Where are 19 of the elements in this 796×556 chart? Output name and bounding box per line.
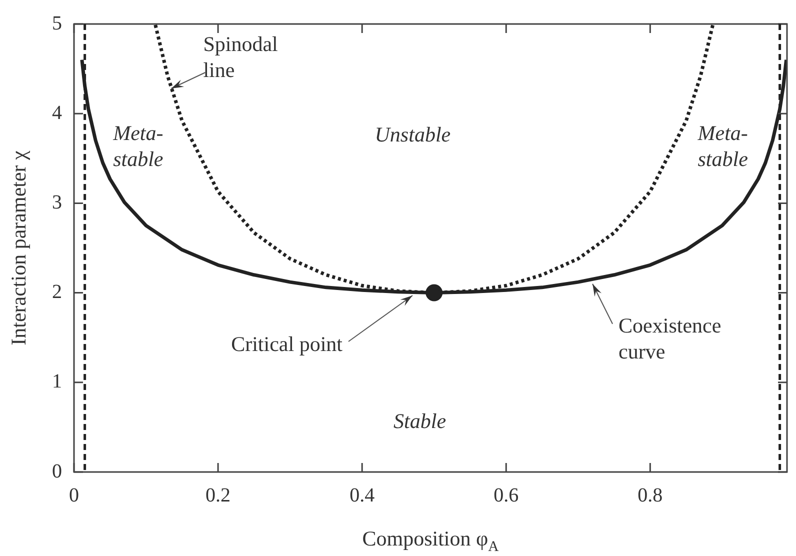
annotation: Critical point <box>231 332 343 356</box>
y-axis-title: Interaction parameter χ <box>6 150 31 346</box>
annotation: Coexistence curve <box>618 313 722 364</box>
annotation: Meta-stable <box>696 121 748 172</box>
x-tick-label: 0.6 <box>494 484 519 506</box>
y-tick-label: 2 <box>52 281 62 304</box>
annotation: Unstable <box>374 122 451 147</box>
y-tick-label: 4 <box>52 102 62 124</box>
x-tick-label: 0 <box>69 484 79 506</box>
x-tick-label: 0.8 <box>638 484 663 506</box>
annotation: Stable <box>394 409 446 434</box>
y-tick-label: 1 <box>52 370 62 393</box>
x-tick-label: 0.4 <box>350 484 375 506</box>
y-tick-label: 5 <box>52 12 62 34</box>
annotation: Meta-stable <box>112 121 164 172</box>
y-tick-label: 3 <box>52 191 62 214</box>
y-tick-label: 0 <box>52 460 62 482</box>
x-tick-label: 0.2 <box>206 484 231 506</box>
annotation: Spinodal line <box>203 32 278 82</box>
